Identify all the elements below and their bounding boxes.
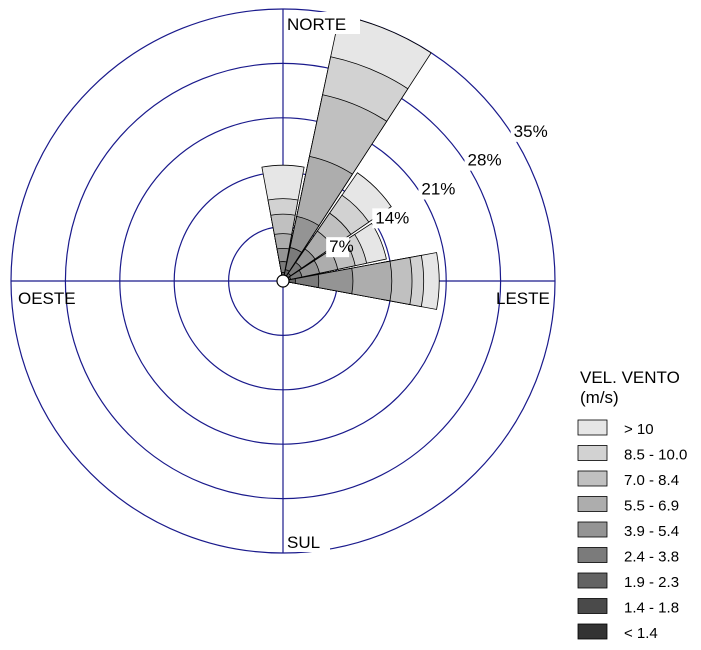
sector-22.5	[282, 14, 432, 282]
legend-label: 1.4 - 1.8	[624, 600, 679, 617]
ring-label-28: 28%	[468, 151, 502, 170]
legend-unit: (m/s)	[580, 388, 619, 407]
sector-45	[282, 172, 392, 282]
legend-swatch	[577, 521, 608, 538]
sector-0	[261, 164, 305, 282]
petal-segment-90-3	[282, 274, 320, 288]
legend-swatch	[577, 547, 608, 563]
legend-label: 2.4 - 3.8	[624, 549, 679, 566]
ring-label-bg-21	[418, 179, 451, 200]
legend-swatch	[577, 572, 608, 589]
legend-swatch	[577, 445, 608, 461]
legend-swatch	[577, 496, 608, 512]
legend-label: 5.5 - 6.9	[624, 498, 679, 515]
legend-label: < 1.4	[624, 625, 658, 642]
direction-label-east: LESTE	[496, 289, 550, 308]
legend-label: 3.9 - 5.4	[624, 523, 679, 540]
ring-label-21: 21%	[421, 180, 455, 199]
legend-swatch	[577, 598, 608, 614]
petal-segment-0-3	[278, 261, 288, 282]
wind-petals	[261, 14, 440, 310]
direction-label-west: OESTE	[18, 289, 76, 308]
legend-swatch	[577, 623, 608, 640]
sector-90	[282, 252, 440, 310]
ring-label-bg-7	[326, 237, 350, 258]
south-label-bg	[286, 530, 330, 552]
ring-label-7: 7%	[329, 237, 354, 256]
ring-label-35: 35%	[514, 122, 548, 141]
legend-swatch	[577, 470, 608, 487]
legend-label: 1.9 - 2.3	[624, 574, 679, 591]
ring-label-14: 14%	[375, 208, 409, 227]
ring-label-bg-35	[510, 121, 544, 142]
north-label-bg	[286, 12, 360, 34]
ring-label-bg-28	[464, 150, 498, 171]
ring-percentage-labels: 7% 14% 21% 28% 35%	[326, 121, 548, 258]
legend-label: 7.0 - 8.4	[624, 472, 679, 489]
speed-legend: VEL. VENTO (m/s) > 10 8.5 - 10.0 7.0 - 8.4…	[577, 368, 687, 642]
center-marker	[276, 274, 290, 288]
legend-label: > 10	[624, 421, 654, 438]
legend-label: 8.5 - 10.0	[624, 447, 687, 464]
ring-label-bg-14	[372, 208, 405, 229]
direction-label-north: NORTE	[287, 15, 346, 34]
legend-swatch	[577, 419, 608, 436]
direction-label-south: SUL	[287, 533, 320, 552]
legend-title: VEL. VENTO	[580, 368, 680, 387]
